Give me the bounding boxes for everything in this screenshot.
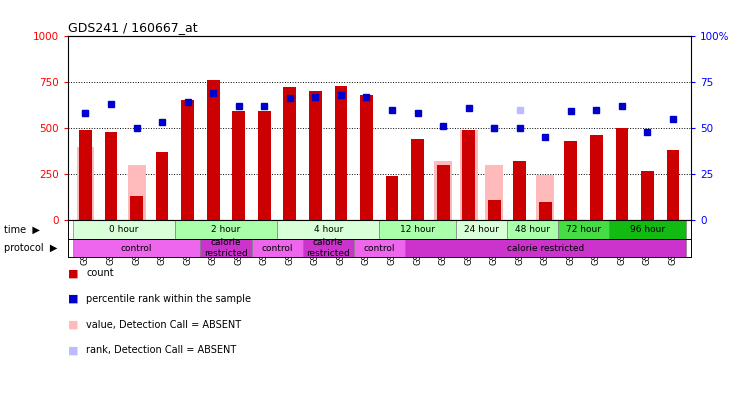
Bar bbox=[283, 88, 296, 221]
Bar bbox=[309, 91, 321, 221]
Bar bbox=[488, 200, 501, 221]
Bar bbox=[232, 111, 245, 221]
Bar bbox=[155, 152, 168, 221]
Bar bbox=[641, 171, 654, 221]
Text: value, Detection Call = ABSENT: value, Detection Call = ABSENT bbox=[86, 320, 242, 330]
Text: 2 hour: 2 hour bbox=[211, 225, 240, 234]
Text: 96 hour: 96 hour bbox=[630, 225, 665, 234]
Text: 4 hour: 4 hour bbox=[313, 225, 342, 234]
Text: percentile rank within the sample: percentile rank within the sample bbox=[86, 294, 252, 304]
Text: rank, Detection Call = ABSENT: rank, Detection Call = ABSENT bbox=[86, 345, 237, 356]
Bar bbox=[485, 165, 503, 221]
Bar bbox=[73, 239, 201, 257]
Bar bbox=[181, 100, 194, 221]
Text: protocol  ▶: protocol ▶ bbox=[4, 243, 57, 253]
Text: ■: ■ bbox=[68, 345, 78, 356]
Bar bbox=[104, 132, 117, 221]
Text: 48 hour: 48 hour bbox=[515, 225, 550, 234]
Bar bbox=[303, 239, 354, 257]
Bar bbox=[565, 141, 578, 221]
Text: calorie restricted: calorie restricted bbox=[507, 244, 584, 253]
Bar bbox=[558, 221, 609, 239]
Text: 72 hour: 72 hour bbox=[566, 225, 601, 234]
Text: 0 hour: 0 hour bbox=[109, 225, 138, 234]
Bar bbox=[539, 202, 552, 221]
Bar bbox=[79, 130, 92, 221]
Bar bbox=[334, 86, 347, 221]
Bar bbox=[354, 239, 405, 257]
Bar bbox=[590, 135, 603, 221]
Bar bbox=[514, 161, 526, 221]
Bar bbox=[128, 165, 146, 221]
Bar bbox=[252, 239, 303, 257]
Text: calorie
restricted: calorie restricted bbox=[204, 238, 248, 258]
Bar bbox=[616, 128, 629, 221]
Bar bbox=[201, 239, 252, 257]
Bar bbox=[412, 139, 424, 221]
Bar bbox=[507, 221, 558, 239]
Text: control: control bbox=[363, 244, 395, 253]
Bar bbox=[258, 111, 270, 221]
Text: 12 hour: 12 hour bbox=[400, 225, 435, 234]
Bar bbox=[456, 221, 507, 239]
Text: control: control bbox=[261, 244, 293, 253]
Bar bbox=[609, 221, 686, 239]
Bar bbox=[207, 80, 219, 221]
Bar bbox=[360, 95, 372, 221]
Text: ■: ■ bbox=[68, 320, 78, 330]
Bar bbox=[175, 221, 277, 239]
Text: ■: ■ bbox=[68, 294, 78, 304]
Text: GDS241 / 160667_at: GDS241 / 160667_at bbox=[68, 21, 198, 34]
Bar bbox=[77, 147, 95, 221]
Bar bbox=[463, 130, 475, 221]
Bar bbox=[73, 221, 175, 239]
Text: time  ▶: time ▶ bbox=[4, 225, 40, 235]
Bar bbox=[405, 239, 686, 257]
Text: calorie
restricted: calorie restricted bbox=[306, 238, 350, 258]
Bar bbox=[379, 221, 456, 239]
Text: count: count bbox=[86, 268, 114, 278]
Bar bbox=[437, 165, 450, 221]
Bar bbox=[434, 161, 452, 221]
Bar bbox=[460, 130, 478, 221]
Text: ■: ■ bbox=[68, 268, 78, 278]
Bar bbox=[667, 150, 680, 221]
Bar bbox=[277, 221, 379, 239]
Text: control: control bbox=[121, 244, 152, 253]
Bar bbox=[386, 176, 399, 221]
Bar bbox=[536, 175, 554, 221]
Bar bbox=[130, 196, 143, 221]
Text: 24 hour: 24 hour bbox=[464, 225, 499, 234]
